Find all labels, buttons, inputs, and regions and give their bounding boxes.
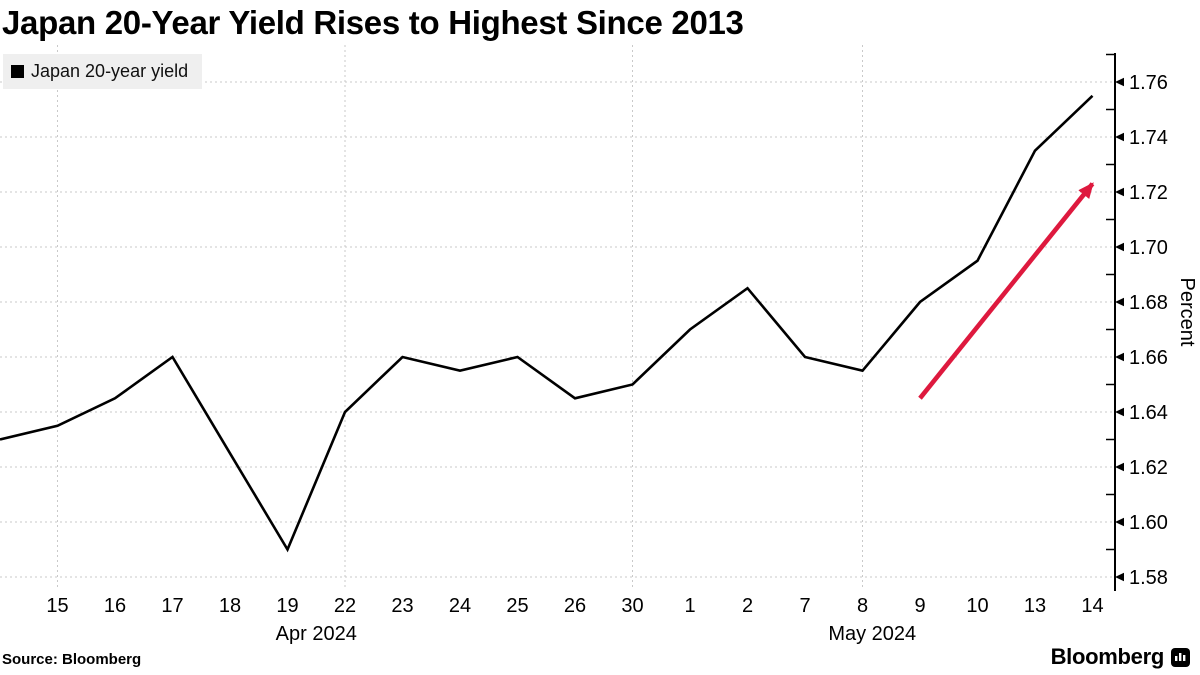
y-tick-label: 1.66 bbox=[1129, 347, 1168, 369]
x-month-label: May 2024 bbox=[828, 623, 916, 645]
x-tick-label: 24 bbox=[449, 595, 471, 617]
x-month-label: Apr 2024 bbox=[276, 623, 357, 645]
x-tick-label: 26 bbox=[564, 595, 586, 617]
legend: Japan 20-year yield bbox=[3, 54, 203, 89]
trend-arrow bbox=[918, 182, 1095, 400]
y-tick-label: 1.62 bbox=[1129, 457, 1168, 479]
x-tick-label: 16 bbox=[104, 595, 126, 617]
y-tick-label: 1.76 bbox=[1129, 72, 1168, 94]
brand-footer: Bloomberg bbox=[1051, 644, 1190, 670]
x-tick-label: 23 bbox=[391, 595, 413, 617]
y-tick-label: 1.64 bbox=[1129, 402, 1168, 424]
x-tick-label: 14 bbox=[1081, 595, 1103, 617]
y-tick-label: 1.60 bbox=[1129, 512, 1168, 534]
y-tick-label: 1.72 bbox=[1129, 182, 1168, 204]
y-major-tick-arrow-icon bbox=[1115, 572, 1124, 582]
y-axis: 1.76 1.74 1.72 1.70 1.68 1.66 1.64 1.62 1.60 1.58 bbox=[1106, 53, 1168, 591]
y-major-tick-arrow-icon bbox=[1115, 242, 1124, 252]
x-tick-label: 7 bbox=[799, 595, 810, 617]
x-tick-label: 30 bbox=[621, 595, 643, 617]
x-tick-label: 10 bbox=[966, 595, 988, 617]
y-major-tick-arrow-icon bbox=[1115, 132, 1124, 142]
y-major-tick-arrow-icon bbox=[1115, 187, 1124, 197]
y-tick-label: 1.74 bbox=[1129, 127, 1168, 149]
y-major-tick-arrow-icon bbox=[1115, 407, 1124, 417]
source-credit: Source: Bloomberg bbox=[2, 651, 142, 668]
x-tick-label: 9 bbox=[914, 595, 925, 617]
legend-series-label: Japan 20-year yield bbox=[31, 61, 189, 81]
x-tick-label: 18 bbox=[219, 595, 241, 617]
x-tick-label: 17 bbox=[161, 595, 183, 617]
y-tick-label: 1.68 bbox=[1129, 292, 1168, 314]
chart-title: Japan 20-Year Yield Rises to Highest Sin… bbox=[2, 4, 744, 41]
y-major-tick-arrow-icon bbox=[1115, 352, 1124, 362]
x-tick-label: 15 bbox=[46, 595, 68, 617]
bloomberg-logo-icon bbox=[1171, 647, 1190, 667]
bloomberg-wordmark: Bloomberg bbox=[1050, 644, 1165, 669]
y-major-tick-arrow-icon bbox=[1115, 462, 1124, 472]
x-tick-label: 22 bbox=[334, 595, 356, 617]
y-major-tick-arrow-icon bbox=[1115, 77, 1124, 87]
trend-arrow-layer bbox=[918, 182, 1095, 400]
y-tick-label: 1.70 bbox=[1129, 237, 1168, 259]
x-tick-label: 25 bbox=[506, 595, 528, 617]
x-tick-label: 2 bbox=[742, 595, 753, 617]
x-tick-label: 8 bbox=[857, 595, 868, 617]
x-tick-label: 19 bbox=[276, 595, 298, 617]
series-line-japan-20y-yield bbox=[0, 94, 1094, 553]
series-line-layer bbox=[0, 94, 1094, 553]
legend-swatch-icon bbox=[11, 65, 24, 78]
x-axis-labels: 15 16 17 18 19 22 23 24 25 26 30 1 2 7 8 9 10 13 14 Apr 202… bbox=[46, 595, 1103, 645]
y-tick-label: 1.58 bbox=[1129, 567, 1168, 589]
x-tick-label: 13 bbox=[1024, 595, 1046, 617]
gridlines bbox=[0, 45, 1115, 590]
y-major-tick-arrow-icon bbox=[1115, 517, 1124, 527]
x-tick-label: 1 bbox=[684, 595, 695, 617]
y-axis-title: Percent bbox=[1176, 278, 1198, 347]
y-major-tick-arrow-icon bbox=[1115, 297, 1124, 307]
